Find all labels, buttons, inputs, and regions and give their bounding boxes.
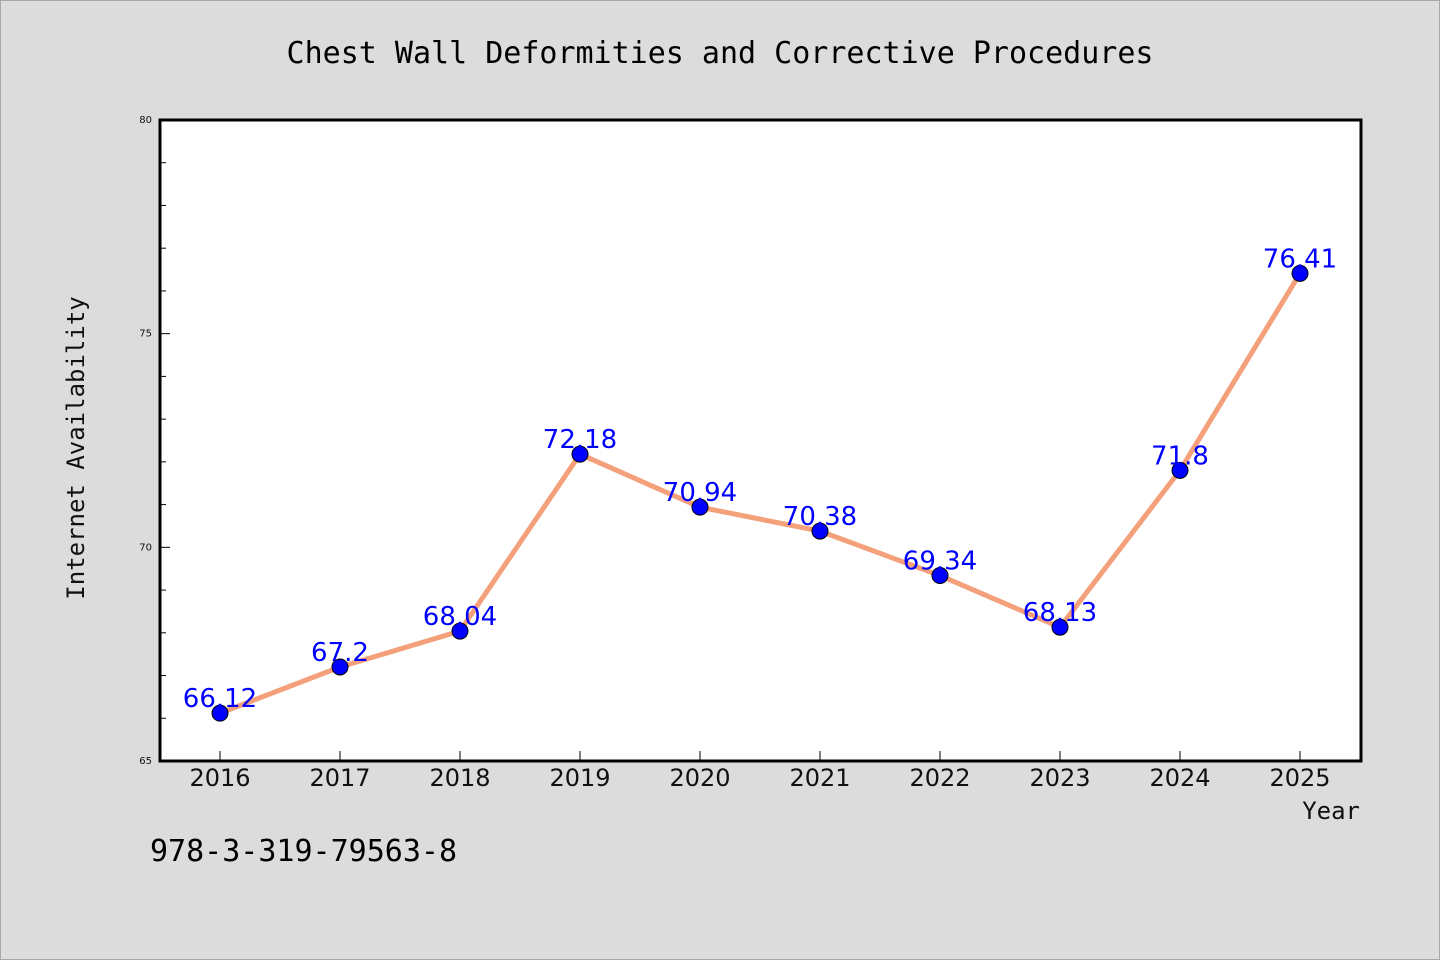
plot-border <box>158 118 1363 763</box>
data-label: 68.13 <box>1023 598 1097 628</box>
y-tick-label: 70 <box>139 542 152 553</box>
data-label: 67.2 <box>311 638 369 668</box>
data-label: 70.94 <box>663 478 737 508</box>
series-line <box>217 270 1303 716</box>
x-tick-label: 2018 <box>429 764 490 792</box>
plot-background <box>160 120 1361 761</box>
data-point <box>931 567 949 585</box>
x-tick-label: 2023 <box>1029 764 1090 792</box>
data-point <box>571 445 589 463</box>
data-point <box>331 658 349 676</box>
data-point <box>811 522 829 540</box>
isbn-text: 978-3-319-79563-8 <box>150 834 458 869</box>
data-point <box>1051 618 1069 636</box>
y-tick-label: 65 <box>139 756 152 767</box>
y-axis-label: Internet Availability <box>62 296 90 599</box>
chart-title: Chest Wall Deformities and Corrective Pr… <box>287 36 1154 71</box>
data-label: 69.34 <box>903 547 977 577</box>
x-tick-label: 2020 <box>669 764 730 792</box>
x-tick-label: 2025 <box>1269 764 1330 792</box>
x-tick-label: 2022 <box>909 764 970 792</box>
x-tick-label: 2021 <box>789 764 850 792</box>
x-tick-label: 2016 <box>189 764 250 792</box>
data-label: 66.12 <box>183 684 257 714</box>
y-tick-label: 80 <box>139 115 152 126</box>
data-label: 72.18 <box>543 425 617 455</box>
data-label: 68.04 <box>423 602 497 632</box>
y-tick-label: 75 <box>139 329 152 340</box>
x-axis-label: Year <box>1302 797 1360 825</box>
data-point <box>451 622 469 640</box>
data-point <box>691 498 709 516</box>
x-tick-label: 2024 <box>1149 764 1210 792</box>
x-tick-label: 2017 <box>309 764 370 792</box>
data-label: 76.41 <box>1263 244 1337 274</box>
plot-area: 65 70 75 80 2016 2017 2018 2019 2020 2021 2022 2023… <box>139 115 1363 792</box>
data-label: 71.8 <box>1151 441 1209 471</box>
data-point <box>1171 461 1189 479</box>
data-point <box>1291 264 1309 282</box>
x-tick-label: 2019 <box>549 764 610 792</box>
data-label: 70.38 <box>783 502 857 532</box>
data-point <box>211 704 229 722</box>
